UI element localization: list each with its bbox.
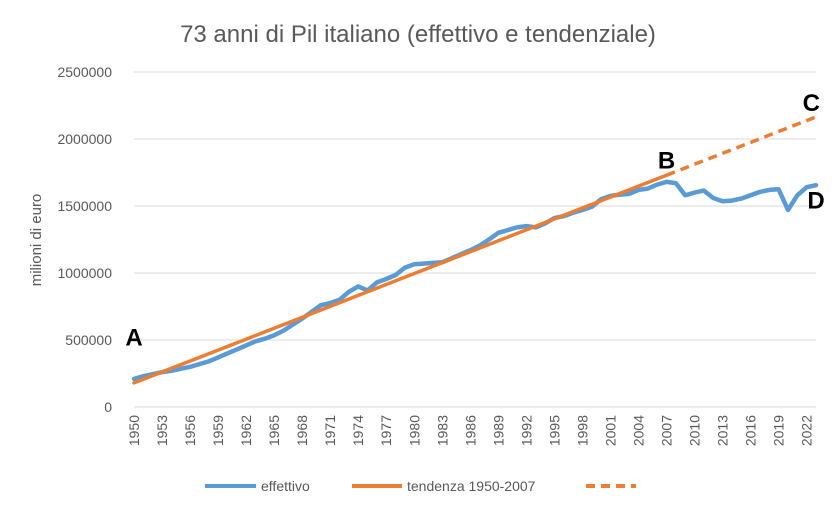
x-tick-label: 1962 <box>238 415 254 446</box>
legend-label-effettivo: effettivo <box>261 478 310 494</box>
x-axis-ticks: 1950 1953 1956 1959 1962 1965 1968 1971 1974 1977… <box>126 415 815 446</box>
point-annotations: A B C D <box>125 90 824 351</box>
x-tick-label: 1968 <box>294 415 310 446</box>
y-axis-ticks: 0 500000 1000000 1500000 2000000 2500000 <box>57 64 112 415</box>
annotation-d: D <box>807 188 824 215</box>
annotation-c: C <box>803 90 820 117</box>
y-tick-label: 1000000 <box>57 265 112 281</box>
x-tick-label: 1956 <box>182 415 198 446</box>
legend-label-tendenza: tendenza 1950-2007 <box>407 478 536 494</box>
x-tick-label: 2022 <box>799 415 815 446</box>
series-lines <box>131 115 819 385</box>
series-line-tendenza <box>132 173 669 385</box>
series-line-tendenza-projection <box>665 115 817 177</box>
y-tick-label: 500000 <box>65 332 112 348</box>
x-tick-label: 1977 <box>378 415 394 446</box>
x-tick-label: 1983 <box>434 415 450 446</box>
x-tick-label: 2016 <box>743 415 759 446</box>
annotation-b: B <box>658 147 675 174</box>
x-tick-label: 1950 <box>126 415 142 446</box>
y-tick-label: 1500000 <box>57 198 112 214</box>
y-axis-label: milioni di euro <box>28 194 45 287</box>
series-line-effettivo <box>131 179 819 382</box>
x-tick-label: 1971 <box>322 415 338 446</box>
gridlines <box>134 71 816 341</box>
x-tick-label: 2007 <box>659 415 675 446</box>
x-tick-label: 1992 <box>518 415 534 446</box>
x-tick-label: 1965 <box>266 415 282 446</box>
x-tick-label: 1989 <box>490 415 506 446</box>
x-tick-label: 2004 <box>630 415 646 446</box>
x-tick-label: 1998 <box>574 415 590 446</box>
x-tick-label: 2010 <box>687 415 703 446</box>
x-tick-label: 1974 <box>350 415 366 446</box>
annotation-a: A <box>125 324 142 351</box>
x-tick-label: 1953 <box>154 415 170 446</box>
y-tick-label: 0 <box>104 399 112 415</box>
y-tick-label: 2500000 <box>57 64 112 80</box>
legend: effettivo tendenza 1950-2007 <box>205 478 636 494</box>
x-tick-label: 2013 <box>715 415 731 446</box>
x-tick-label: 2019 <box>771 415 787 446</box>
x-tick-label: 1986 <box>462 415 478 446</box>
y-tick-label: 2000000 <box>57 131 112 147</box>
x-tick-label: 1980 <box>406 415 422 446</box>
x-tick-label: 1995 <box>546 415 562 446</box>
x-tick-label: 2001 <box>602 415 618 446</box>
chart-title: 73 anni di Pil italiano (effettivo e ten… <box>180 21 656 48</box>
x-tick-label: 1959 <box>210 415 226 446</box>
